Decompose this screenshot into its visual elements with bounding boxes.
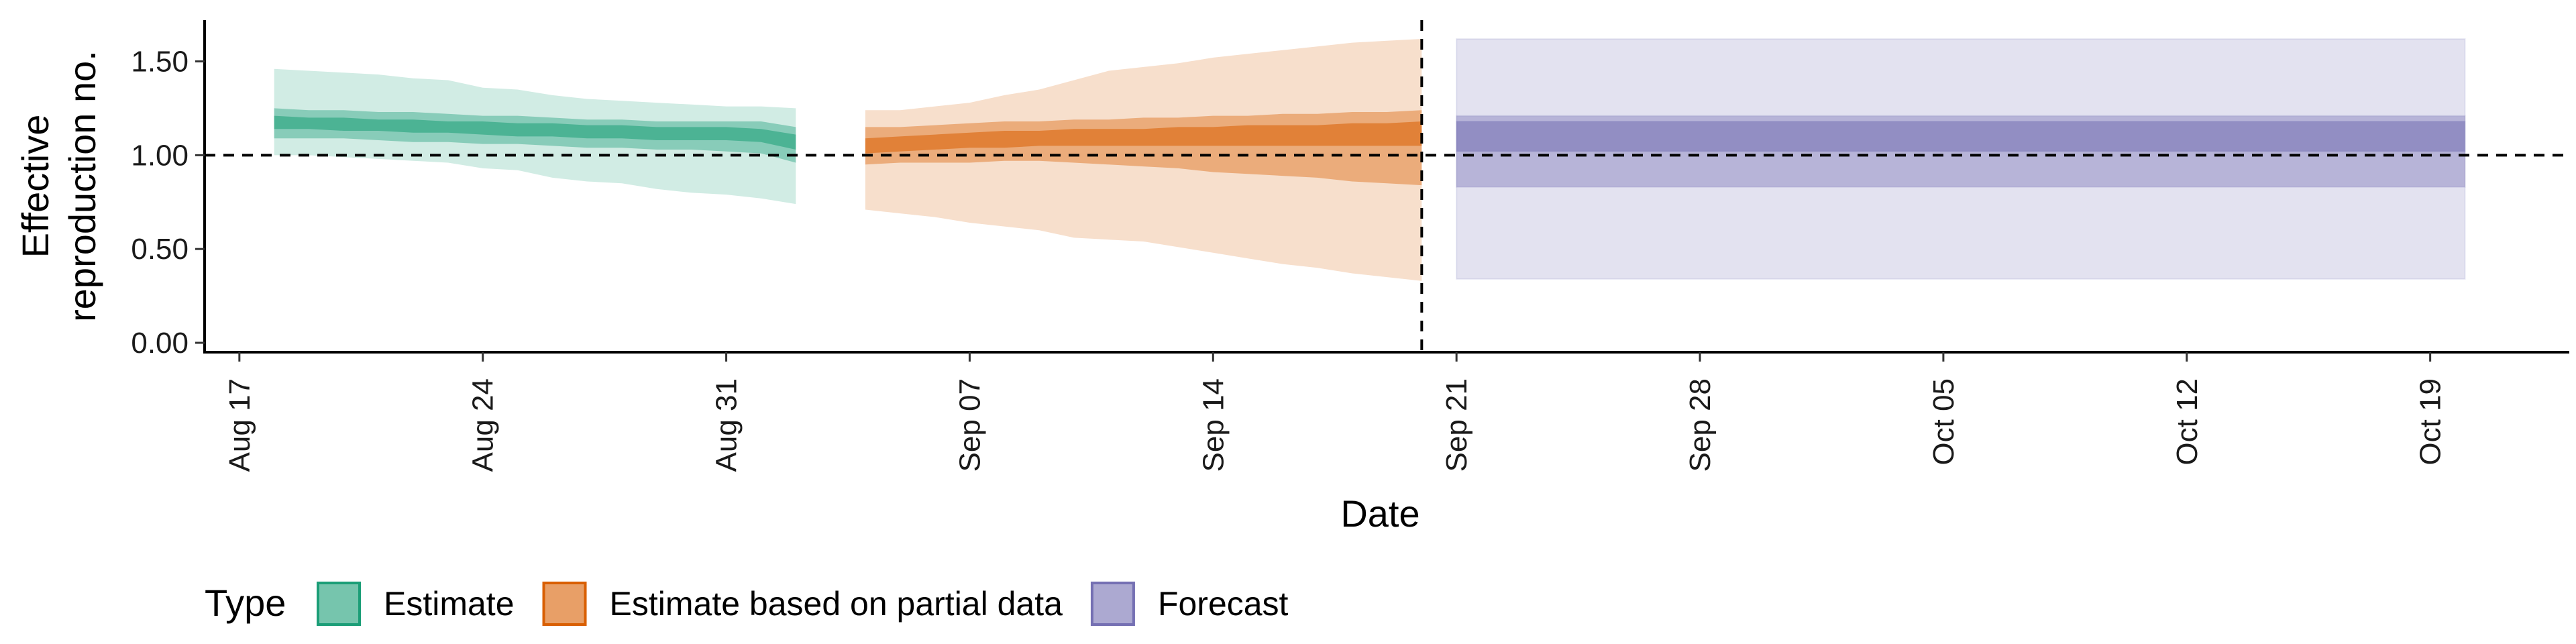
legend-label: Estimate based on partial data bbox=[610, 585, 1063, 623]
legend-swatch bbox=[544, 583, 586, 625]
x-tick-label: Oct 19 bbox=[2414, 378, 2447, 466]
x-tick-label: Sep 21 bbox=[1440, 378, 1473, 472]
x-axis-title: Date bbox=[1340, 492, 1419, 535]
series-estimate bbox=[274, 69, 796, 204]
forecast-ribbon-20 bbox=[1456, 121, 2465, 152]
legend: Type Estimate Estimate based on partial da… bbox=[205, 582, 1289, 626]
legend-item-estimate-based-on-partial-data: Estimate based on partial data bbox=[543, 582, 1063, 626]
y-axis-title-line: Effective bbox=[14, 115, 56, 258]
y-tick-label: 0.50 bbox=[131, 233, 189, 266]
y-axis-title-line: reproduction no. bbox=[61, 50, 103, 322]
x-tick-label: Oct 12 bbox=[2171, 378, 2204, 466]
legend-label: Forecast bbox=[1158, 585, 1289, 623]
x-tick-label: Aug 31 bbox=[710, 378, 743, 472]
series-estimate-based-on-partial-data bbox=[865, 39, 1421, 281]
legend-item-estimate: Estimate bbox=[317, 582, 515, 626]
x-tick-label: Sep 28 bbox=[1684, 378, 1717, 472]
x-tick-label: Aug 24 bbox=[467, 378, 500, 472]
legend-title: Type bbox=[205, 582, 286, 624]
legend-swatch bbox=[1092, 583, 1134, 625]
x-tick-label: Aug 17 bbox=[223, 378, 256, 472]
y-tick-label: 1.00 bbox=[131, 139, 189, 172]
series-forecast bbox=[1456, 39, 2465, 279]
y-tick-label: 1.50 bbox=[131, 46, 189, 78]
ribbons-layer bbox=[274, 39, 2465, 281]
legend-item-forecast: Forecast bbox=[1091, 582, 1289, 626]
legend-swatch bbox=[318, 583, 360, 625]
y-tick-label: 0.00 bbox=[131, 327, 189, 360]
legend-label: Estimate bbox=[384, 585, 515, 623]
x-tick-label: Oct 05 bbox=[1927, 378, 1960, 466]
x-tick-label: Sep 07 bbox=[953, 378, 986, 472]
x-tick-label: Sep 14 bbox=[1197, 378, 1230, 472]
